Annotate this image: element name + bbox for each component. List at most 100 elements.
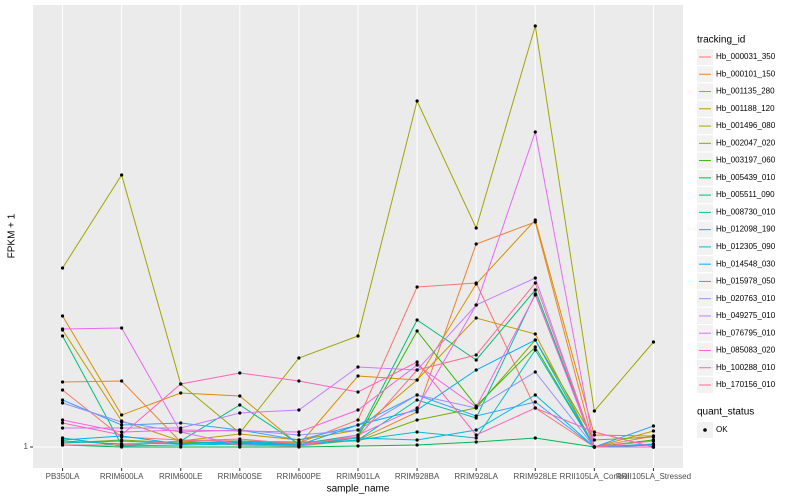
data-point <box>297 438 301 442</box>
data-point <box>60 327 65 331</box>
x-tick-label: RRIM600LE <box>159 472 203 481</box>
legend-point <box>703 428 707 432</box>
data-point <box>533 218 537 222</box>
data-point <box>60 438 65 442</box>
data-point <box>533 332 537 336</box>
data-point <box>415 329 419 333</box>
data-point <box>60 380 65 384</box>
data-point <box>297 356 301 360</box>
data-point <box>60 334 65 338</box>
legend-label: Hb_001496_080 <box>716 121 776 130</box>
data-point <box>474 428 478 432</box>
data-point <box>60 421 65 425</box>
data-point <box>179 382 183 386</box>
data-point <box>60 266 65 270</box>
data-point <box>474 353 478 357</box>
data-point <box>238 403 242 407</box>
x-tick-label: RRII105LA_Stressed <box>616 472 691 481</box>
data-point <box>356 365 360 369</box>
legend-label: Hb_005511_090 <box>716 190 775 199</box>
data-point <box>60 388 65 392</box>
data-point <box>533 281 537 285</box>
legend-label: Hb_002047_020 <box>716 138 776 147</box>
data-point <box>297 442 301 446</box>
data-point <box>415 363 419 367</box>
y-axis-label: FPKM + 1 <box>7 213 18 258</box>
data-point <box>533 288 537 292</box>
data-point <box>415 318 419 322</box>
legend-label: Hb_008730_010 <box>716 207 776 216</box>
data-point <box>415 285 419 289</box>
data-point <box>592 433 596 437</box>
data-point <box>474 433 478 437</box>
data-point <box>238 443 242 447</box>
legend-label: Hb_000101_150 <box>716 69 776 78</box>
x-tick-label: PB350LA <box>46 472 80 481</box>
data-point <box>120 433 124 437</box>
legend-label: Hb_001135_280 <box>716 87 775 96</box>
legend-label: Hb_100288_010 <box>716 363 776 372</box>
data-point <box>533 400 537 404</box>
legend-label: Hb_001188_120 <box>716 104 775 113</box>
data-point <box>415 438 419 442</box>
data-point <box>238 394 242 398</box>
data-point <box>356 390 360 394</box>
data-point <box>533 348 537 352</box>
data-point <box>415 360 419 364</box>
data-point <box>415 418 419 422</box>
data-point <box>120 413 124 417</box>
data-point <box>651 435 656 439</box>
data-point <box>356 423 360 427</box>
data-point <box>356 435 360 439</box>
data-point <box>415 378 419 382</box>
data-point <box>474 436 478 440</box>
data-point <box>474 226 478 230</box>
data-point <box>533 370 537 374</box>
data-point <box>238 371 242 375</box>
data-point <box>533 436 537 440</box>
x-tick-label: RRIM928LA <box>454 472 498 481</box>
x-tick-label: RRIM901LA <box>336 472 380 481</box>
x-tick-label: RRIM928BA <box>395 472 440 481</box>
data-point <box>651 340 656 344</box>
data-point <box>60 426 65 430</box>
legend-title: tracking_id <box>697 35 745 46</box>
data-point <box>179 439 183 443</box>
x-tick-label: RRIM928LE <box>513 472 557 481</box>
data-point <box>356 428 360 432</box>
data-point <box>120 430 124 434</box>
data-point <box>474 405 478 409</box>
data-point <box>474 368 478 372</box>
data-point <box>592 438 596 442</box>
legend-label: Hb_005439_010 <box>716 173 776 182</box>
data-point <box>356 444 360 448</box>
data-point <box>120 379 124 383</box>
data-point <box>415 406 419 410</box>
data-point <box>356 374 360 378</box>
legend-label: OK <box>716 425 728 434</box>
legend-label: Hb_003197_060 <box>716 156 776 165</box>
data-point <box>297 430 301 434</box>
legend-label: Hb_085083_020 <box>716 346 776 355</box>
data-point <box>651 445 656 449</box>
data-point <box>415 393 419 397</box>
data-point <box>120 173 124 177</box>
data-point <box>533 406 537 410</box>
data-point <box>474 242 478 246</box>
data-point <box>474 282 478 286</box>
data-point <box>120 423 124 427</box>
data-point <box>533 24 537 28</box>
data-point <box>533 393 537 397</box>
data-point <box>60 398 65 402</box>
legend-label: Hb_012098_190 <box>716 225 776 234</box>
data-point <box>651 424 656 428</box>
data-point <box>120 426 124 430</box>
legend-label: Hb_014548_030 <box>716 259 776 268</box>
data-point <box>651 429 656 433</box>
x-tick-label: RRIM600LA <box>100 472 144 481</box>
data-point <box>651 442 656 446</box>
data-point <box>356 418 360 422</box>
data-point <box>474 440 478 444</box>
data-point <box>60 401 65 405</box>
